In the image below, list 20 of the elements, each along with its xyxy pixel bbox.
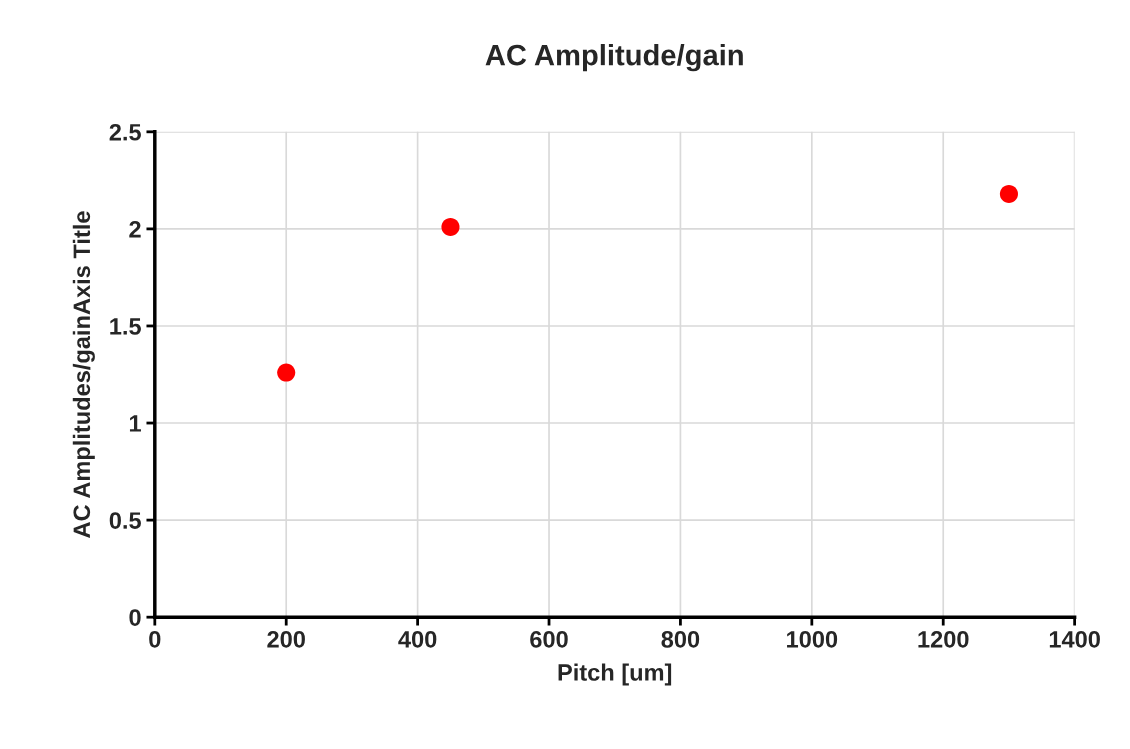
y-tick-label: 0 — [129, 609, 141, 626]
x-tick-label: 800 — [661, 630, 700, 648]
x-tick-label: 1000 — [787, 630, 838, 648]
x-tick-label: 0 — [149, 630, 161, 648]
y-tick-label: 1.5 — [110, 318, 141, 335]
y-tick-label: 0.5 — [109, 512, 141, 529]
point — [441, 217, 460, 237]
x-axis-title: Pitch [um] — [558, 663, 672, 686]
x-tick-label: 400 — [398, 630, 437, 648]
chart-title: AC Amplitude/gain — [485, 44, 743, 72]
x-tick-label: 600 — [530, 630, 568, 648]
y-tick-label: 1 — [129, 415, 141, 432]
point — [277, 363, 296, 382]
x-tick-label: 1200 — [918, 630, 969, 648]
y-axis-title: AC Amplitudes/gainAxis Title — [72, 211, 95, 538]
point — [999, 184, 1018, 203]
x-tick-label: 200 — [267, 630, 305, 648]
y-tick-label: 2 — [129, 220, 141, 238]
y-tick-label: 2.5 — [109, 123, 141, 141]
x-tick-label: 1400 — [1049, 630, 1100, 648]
